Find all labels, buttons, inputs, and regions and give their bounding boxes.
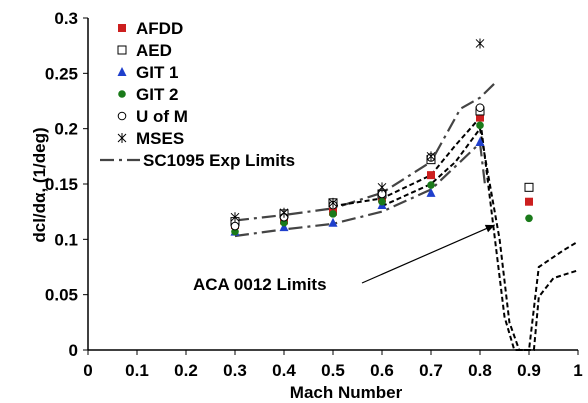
point-mses: [377, 182, 387, 193]
x-tick-label: 0.8: [468, 361, 492, 380]
x-tick-label: 0.6: [370, 361, 394, 380]
y-tick-label: 0: [69, 341, 78, 360]
y-tick-label: 0.05: [45, 286, 78, 305]
legend-label-aed: AED: [136, 41, 172, 60]
point-mses: [279, 207, 289, 218]
legend-marker-aed: [117, 45, 127, 55]
y-tick-label: 0.2: [54, 120, 78, 139]
x-tick-label: 0.2: [174, 361, 198, 380]
x-axis-title: Mach Number: [290, 383, 403, 402]
y-axis-title: dcl/dα, (1/deg): [30, 127, 49, 242]
legend-marker-git-2: [118, 90, 126, 98]
y-tick-label: 0.25: [45, 64, 78, 83]
point-git-1: [328, 217, 338, 227]
x-tick-label: 0.7: [419, 361, 443, 380]
point-git-2: [427, 181, 435, 189]
legend-label-mses: MSES: [136, 129, 184, 148]
annotation-arrow-shaft: [361, 224, 495, 284]
annotations: ACA 0012 Limits: [193, 224, 495, 294]
point-afdd: [525, 197, 533, 206]
legend-label-sc1095: SC1095 Exp Limits: [143, 151, 295, 170]
y-tick-label: 0.3: [54, 9, 78, 28]
x-tick-label: 0.4: [272, 361, 296, 380]
point-git-2: [476, 121, 484, 130]
point-git-1: [279, 222, 289, 232]
point-git-2: [329, 210, 337, 218]
legend-label-afdd: AFDD: [136, 19, 183, 38]
x-tick-label: 0.9: [517, 361, 541, 380]
line-sc1095-exp-limits: [234, 82, 496, 222]
point-git-1: [426, 187, 436, 197]
annotation-label: ACA 0012 Limits: [193, 275, 327, 294]
x-tick-label: 0.5: [321, 361, 345, 380]
x-tick-label: 0.3: [223, 361, 247, 380]
point-afdd: [476, 113, 484, 122]
point-mses: [328, 197, 338, 208]
point-git-2: [525, 214, 533, 223]
ticks-layer: 0 0.1 0.2 0.3 0.4 0.5 0.6 0.7 0.8 0.9 1 0 0.05 0.1 0.1…: [45, 9, 583, 380]
series-layer: [230, 38, 579, 351]
line-aca-0012-limits: [381, 126, 579, 351]
point-u-of-m: [475, 103, 485, 112]
point-mses: [475, 38, 485, 49]
annotation-arrow-head: [484, 224, 495, 233]
point-mses: [426, 151, 436, 162]
x-tick-label: 0.1: [125, 361, 149, 380]
legend-marker-mses: [117, 133, 127, 143]
point-git-1: [475, 136, 485, 146]
line-aca-0012-limits: [332, 115, 579, 351]
legend-marker-git-1: [117, 67, 127, 76]
legend-marker-afdd: [118, 24, 126, 32]
point-u-of-m: [230, 221, 240, 231]
legend-label-git-1: GIT 1: [136, 63, 179, 82]
legend-label-git-2: GIT 2: [136, 85, 179, 104]
x-tick-label: 1: [573, 361, 582, 380]
point-mses: [230, 212, 240, 223]
point-afdd: [427, 171, 435, 180]
y-tick-label: 0.1: [54, 230, 78, 249]
legend-marker-u-of-m: [117, 111, 127, 121]
x-tick-label: 0: [83, 361, 92, 380]
legend: AFDD AED GIT 1 GIT 2 U of M MSES SC1095 Exp Li…: [100, 19, 295, 170]
point-git-2: [378, 197, 386, 206]
point-aed: [524, 182, 534, 192]
y-tick-label: 0.15: [45, 175, 78, 194]
legend-label-u-of-m: U of M: [136, 107, 188, 126]
